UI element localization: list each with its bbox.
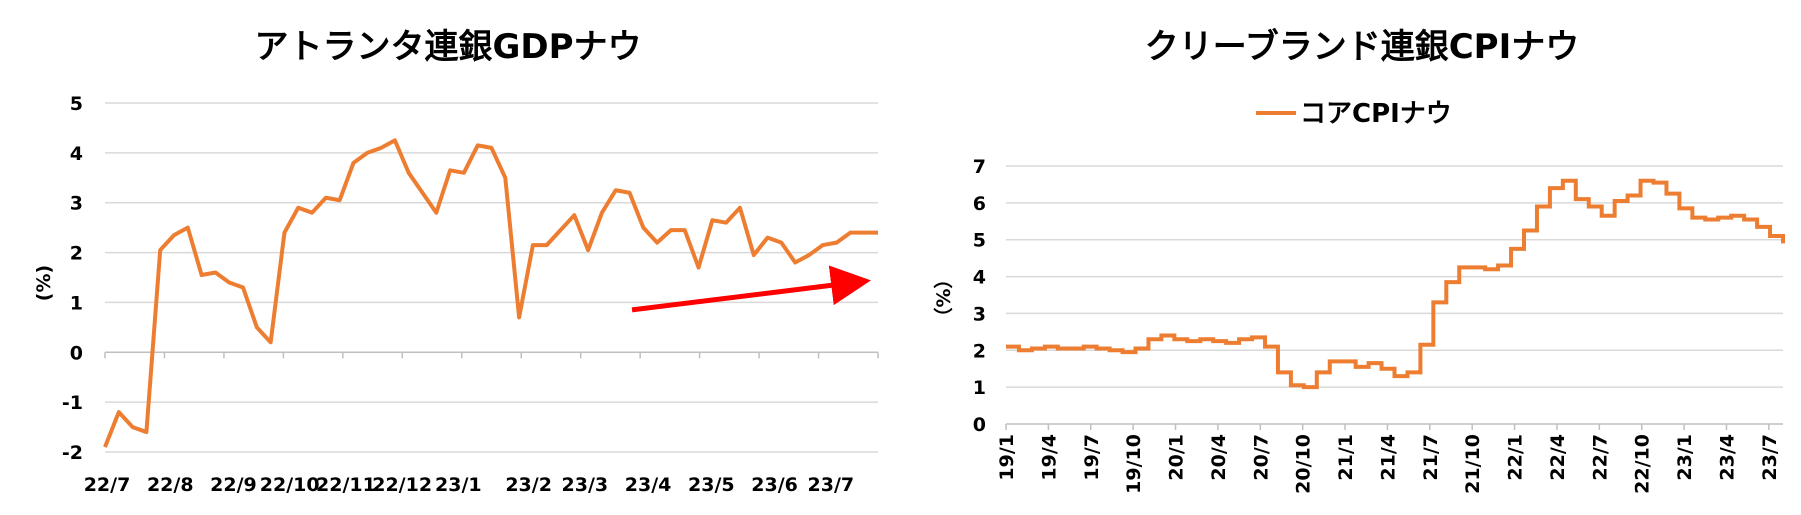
cpinow-y-tick-label: 7 [973,156,986,178]
gdpnow-x-tick-label: 23/1 [435,474,482,496]
cpinow-legend-label: コアCPIナウ [1300,99,1452,129]
cpinow-y-tick-label: 1 [973,377,986,399]
gdpnow-x-tick-label: 23/4 [625,474,672,496]
gdpnow-y-tick-label: -1 [62,392,83,414]
cpinow-y-ticks: 0 1 2 3 4 5 6 7 [973,156,986,436]
gdpnow-y-tick-label: 2 [70,243,83,265]
cpinow-x-tick-label: 20/1 [1166,434,1188,481]
gdpnow-x-tick-label: 23/5 [688,474,735,496]
gdpnow-y-ticks: -2 -1 0 1 2 3 4 5 [62,93,83,464]
cpinow-x-tick-label: 22/4 [1547,434,1569,481]
gdpnow-x-tick-label: 23/3 [562,474,609,496]
cpinow-x-tick-label: 23/1 [1674,434,1696,481]
cpinow-x-tick-label: 22/1 [1505,434,1527,481]
cpinow-x-tick-label: 20/4 [1208,434,1230,481]
cpinow-legend: コアCPIナウ [1256,99,1452,129]
cpinow-y-tick-label: 4 [973,267,986,289]
cpinow-x-tick-label: 21/10 [1462,434,1484,494]
cpinow-y-tick-label: 3 [973,303,986,325]
cpinow-y-tick-label: 0 [973,414,986,436]
cpinow-x-tick-label: 23/4 [1716,434,1738,481]
cpinow-y-tick-label: 2 [973,340,986,362]
gdpnow-gridlines [105,102,878,453]
gdpnow-y-tick-label: 3 [70,193,83,215]
trend-arrow [631,265,871,313]
cpinow-x-tick-label: 21/4 [1377,434,1399,481]
gdpnow-chart: アトランタ連銀GDPナウ (%) -2 -1 0 1 2 3 4 5 22/7 22/8 22/9… [33,27,879,496]
cpinow-y-tick-label: 6 [973,193,986,215]
gdpnow-annotation [631,265,871,313]
cpinow-line [1006,178,1785,390]
cpinow-x-tick-label: 21/1 [1335,434,1357,481]
gdpnow-y-tick-label: 4 [70,143,83,165]
cpinow-x-tick-label: 23/7 [1759,434,1781,481]
cpinow-x-tick-label: 19/1 [996,434,1018,481]
cpinow-x-tick-label: 20/7 [1250,434,1272,481]
cpinow-x-tick-label: 19/4 [1038,434,1060,481]
gdpnow-chart-title: アトランタ連銀GDPナウ [254,27,641,67]
cpinow-x-ticks: 19/1 19/4 19/7 19/10 20/1 20/4 20/7 20/10 21/1 21… [996,424,1781,494]
cpinow-chart: クリーブランド連銀CPIナウ コアCPIナウ （%） 0 1 2 3 4 5 6 7 19/1… [932,27,1785,494]
cpinow-x-tick-label: 19/10 [1123,434,1145,494]
gdpnow-y-axis-label: (%) [33,265,55,301]
gdpnow-series [103,138,878,448]
cpinow-y-tick-label: 5 [973,230,986,252]
cpinow-x-tick-label: 20/10 [1293,434,1315,494]
gdpnow-x-tick-label: 22/9 [210,474,257,496]
gdpnow-x-tick-label: 23/7 [808,474,855,496]
gdpnow-x-tick-label: 22/12 [372,474,432,496]
gdpnow-x-tick-label: 23/2 [505,474,552,496]
gdpnow-y-tick-label: 0 [70,342,83,364]
cpinow-x-tick-label: 21/7 [1420,434,1442,481]
gdpnow-line [103,138,878,448]
cpinow-x-tick-label: 22/7 [1589,434,1611,481]
gdpnow-x-tick-label: 23/6 [751,474,798,496]
gdpnow-y-tick-label: 1 [70,292,83,314]
cpinow-series [1006,178,1785,390]
cpinow-x-tick-label: 19/7 [1081,434,1103,481]
gdpnow-x-tick-label: 22/8 [147,474,194,496]
cpinow-gridlines [1006,165,1783,425]
cpinow-chart-title: クリーブランド連銀CPIナウ [1145,27,1579,67]
gdpnow-x-tick-label: 22/10 [260,474,320,496]
cpinow-x-tick-label: 22/10 [1632,434,1654,494]
gdpnow-y-tick-label: 5 [70,93,83,115]
gdpnow-y-tick-label: -2 [62,442,83,464]
cpinow-y-axis-label: （%） [932,269,955,326]
gdpnow-x-tick-label: 22/11 [316,474,376,496]
gdpnow-x-tick-label: 22/7 [84,474,131,496]
